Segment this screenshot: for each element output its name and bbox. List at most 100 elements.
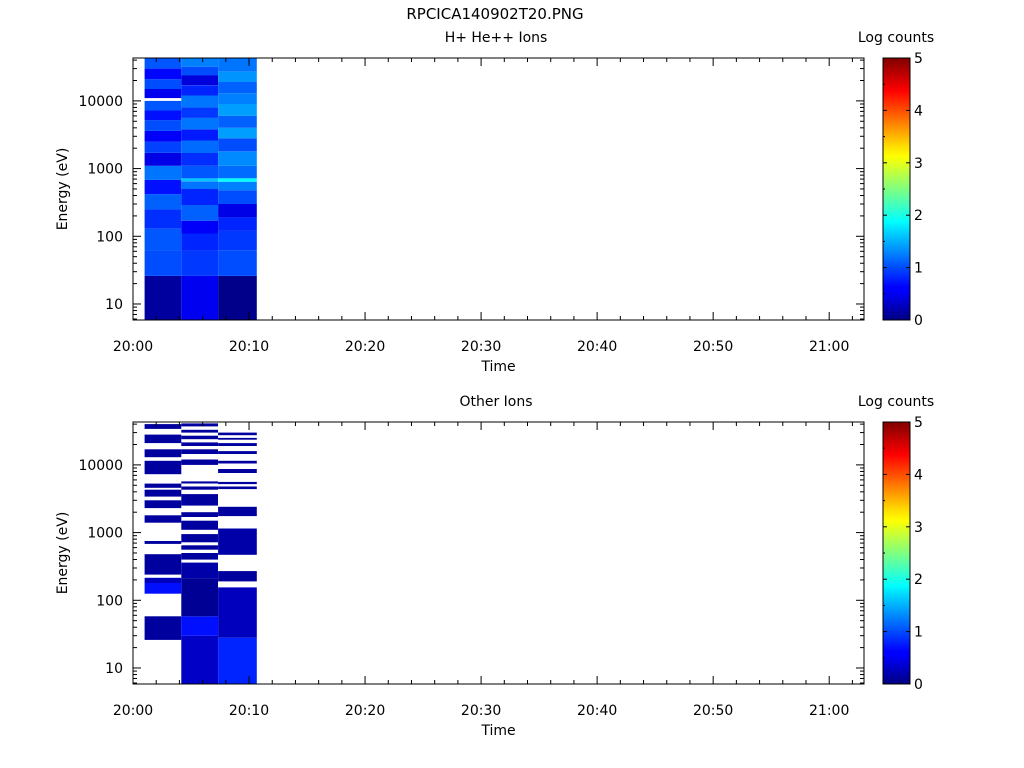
x-tick-label: 20:00	[113, 339, 153, 355]
heatmap-cell	[218, 190, 257, 204]
colorbar-tick-label: 0	[914, 677, 923, 693]
heatmap-cell	[144, 515, 182, 523]
heatmap-cell	[144, 424, 182, 429]
colorbar: Log counts 0 1 2 3 4 5	[858, 394, 934, 693]
figure-title: RPCICA140902T20.PNG	[406, 5, 584, 23]
heatmap-cell	[181, 153, 218, 166]
y-tick-label: 1000	[87, 162, 123, 178]
heatmap-cell	[181, 429, 218, 433]
heatmap-cell	[181, 534, 218, 543]
y-axis-label: Energy (eV)	[55, 148, 71, 231]
heatmap-cell	[218, 460, 257, 464]
x-tick-label: 20:30	[461, 703, 501, 719]
y-tick-label: 100	[96, 593, 123, 609]
heatmap-cell	[218, 571, 257, 582]
heatmap-cell	[218, 250, 257, 276]
heatmap-cell	[144, 483, 182, 488]
heatmap-cell	[181, 140, 218, 153]
heatmap-cell	[181, 250, 218, 276]
heatmap-cell	[144, 554, 182, 575]
heatmap-cell	[218, 71, 257, 82]
x-tick-label: 20:30	[461, 339, 501, 355]
heatmap-cell	[144, 153, 182, 166]
heatmap-cell	[181, 459, 218, 465]
heatmap-cell	[144, 141, 182, 153]
heatmap-cell	[218, 506, 257, 517]
heatmap-cell	[218, 587, 257, 638]
heatmap-cell	[218, 486, 257, 490]
heatmap-cell	[144, 250, 182, 276]
heatmap-cell	[218, 93, 257, 104]
heatmap-cell	[218, 138, 257, 152]
colorbar-tick-label: 2	[914, 572, 923, 588]
heatmap-cell	[218, 528, 257, 555]
heatmap-cell	[144, 179, 182, 195]
y-tick-label: 10000	[78, 458, 123, 474]
heatmap-cell	[181, 233, 218, 251]
heatmap-cell	[181, 95, 218, 108]
heatmap-cell	[218, 151, 257, 166]
x-axis-label: Time	[480, 359, 515, 375]
heatmap-cell	[144, 130, 182, 142]
y-tick-label: 100	[96, 229, 123, 245]
heatmap-cell	[181, 486, 218, 490]
heatmap-cell	[181, 165, 218, 179]
heatmap-cell	[144, 209, 182, 229]
heatmap-cell	[144, 110, 182, 121]
heatmap-cell	[181, 129, 218, 141]
panel-title: Other Ions	[459, 394, 532, 410]
heatmap-cell	[218, 481, 257, 485]
heatmap-cell	[144, 541, 182, 544]
heatmap-cell	[181, 449, 218, 454]
heatmap-cell	[144, 228, 182, 251]
colorbar-label: Log counts	[858, 394, 934, 410]
heatmap-cell	[181, 616, 218, 636]
heatmap-cell	[144, 100, 182, 111]
heatmap-cell	[181, 107, 218, 118]
x-tick-label: 20:20	[345, 339, 385, 355]
heatmap-cell	[144, 500, 182, 509]
heatmap-cell	[218, 637, 257, 684]
colorbar-tick-label: 1	[914, 261, 923, 277]
heatmap-cell	[144, 616, 182, 640]
colorbar-tick-label: 3	[914, 520, 923, 536]
heatmap-cell	[218, 469, 257, 473]
spectrogram-panel-1: 20:00 20:10 20:20 20:30 20:40 20:50 21:00 Time 1…	[55, 30, 934, 375]
x-tick-label: 20:40	[577, 339, 617, 355]
heatmap-cell	[218, 178, 257, 182]
y-tick-label: 10000	[78, 94, 123, 110]
heatmap-cell	[144, 460, 182, 475]
colorbar-tick-label: 4	[914, 467, 923, 483]
heatmap-cell	[144, 68, 182, 80]
heatmap-cell	[218, 204, 257, 218]
heatmap-cell	[181, 275, 218, 320]
heatmap-cell	[144, 434, 182, 444]
heatmap-cell	[144, 489, 182, 497]
heatmap-cell	[181, 423, 218, 427]
heatmap-cell	[218, 127, 257, 139]
heatmap-cell	[181, 66, 218, 76]
heatmap-cell	[181, 481, 218, 484]
heatmap-cell	[181, 85, 218, 96]
heatmap-cell	[144, 577, 182, 583]
heatmap-cell	[218, 217, 257, 231]
heatmap-cell	[181, 512, 218, 517]
colorbar-gradient	[882, 57, 911, 321]
x-tick-label: 20:20	[345, 703, 385, 719]
heatmap-cell	[144, 165, 182, 180]
heatmap-cell	[218, 82, 257, 94]
x-tick-label: 20:00	[113, 703, 153, 719]
heatmap-cell	[218, 230, 257, 251]
heatmap-cell	[218, 432, 257, 436]
heatmap-cell	[144, 79, 182, 89]
heatmap-cell	[181, 520, 218, 530]
heatmap-cell	[181, 562, 218, 579]
heatmap-cell	[181, 117, 218, 130]
heatmap-cell	[181, 494, 218, 506]
heatmap-cell	[144, 275, 182, 320]
heatmap-cell	[181, 220, 218, 234]
colorbar-tick-label: 1	[914, 625, 923, 641]
heatmap-cell	[218, 437, 257, 440]
heatmap-cell	[181, 435, 218, 440]
